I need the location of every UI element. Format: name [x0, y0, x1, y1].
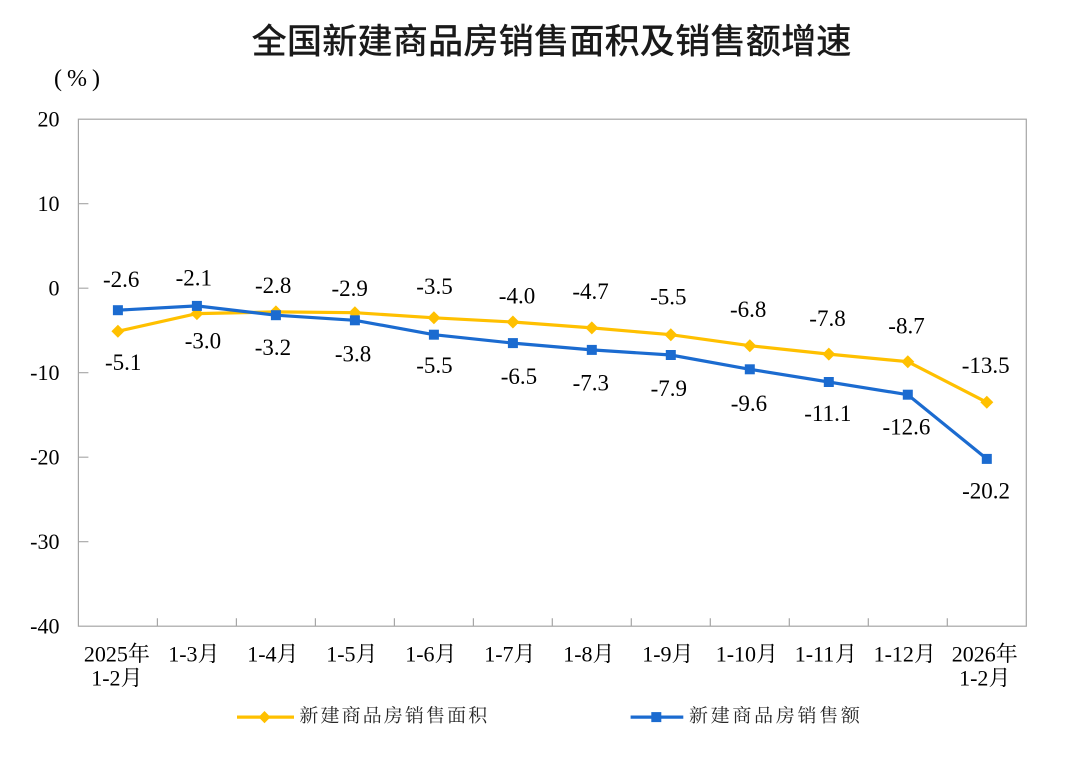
svg-text:1-11: 1-11	[795, 641, 835, 666]
svg-text:0: 0	[49, 276, 60, 301]
svg-text:-2.1: -2.1	[176, 266, 212, 291]
svg-text:-5.1: -5.1	[105, 350, 141, 375]
svg-text:-7.8: -7.8	[809, 306, 845, 331]
svg-text:1-7: 1-7	[484, 641, 513, 666]
svg-text:1-9: 1-9	[642, 641, 671, 666]
svg-text:1-2: 1-2	[91, 665, 120, 690]
svg-text:1-5: 1-5	[326, 641, 355, 666]
svg-text:-3.5: -3.5	[416, 274, 452, 299]
svg-text:-10: -10	[30, 360, 59, 385]
svg-text:-20: -20	[30, 445, 59, 470]
svg-text:-3.0: -3.0	[185, 329, 221, 354]
svg-text:(%): (%)	[54, 66, 105, 92]
svg-text:-13.5: -13.5	[962, 353, 1010, 378]
svg-text:1-10: 1-10	[716, 641, 756, 666]
svg-text:-6.8: -6.8	[730, 297, 766, 322]
svg-text:-7.3: -7.3	[573, 371, 609, 396]
svg-text:-2.6: -2.6	[103, 267, 139, 292]
svg-text:-2.8: -2.8	[255, 273, 291, 298]
svg-text:20: 20	[38, 107, 60, 132]
svg-text:1-12: 1-12	[874, 641, 914, 666]
svg-text:2026: 2026	[952, 641, 996, 666]
svg-text:1-8: 1-8	[563, 641, 592, 666]
svg-text:-3.8: -3.8	[335, 342, 371, 367]
svg-text:10: 10	[38, 191, 60, 216]
svg-text:-4.0: -4.0	[499, 284, 535, 309]
svg-text:-2.9: -2.9	[331, 276, 367, 301]
svg-text:-40: -40	[30, 614, 59, 639]
svg-text:2025: 2025	[84, 641, 128, 666]
svg-text:1-2: 1-2	[959, 665, 988, 690]
svg-text:-30: -30	[30, 529, 59, 554]
svg-text:-20.2: -20.2	[962, 479, 1010, 504]
svg-text:-3.2: -3.2	[255, 335, 291, 360]
svg-text:1-3: 1-3	[168, 641, 197, 666]
svg-text:-4.7: -4.7	[572, 279, 608, 304]
svg-text:-7.9: -7.9	[651, 376, 687, 401]
svg-text:-5.5: -5.5	[416, 353, 452, 378]
svg-text:-12.6: -12.6	[882, 414, 930, 439]
svg-text:-8.7: -8.7	[888, 313, 924, 338]
svg-text:-11.1: -11.1	[804, 401, 851, 426]
svg-text:-5.5: -5.5	[650, 285, 686, 310]
svg-text:-9.6: -9.6	[731, 391, 767, 416]
svg-text:-6.5: -6.5	[501, 364, 537, 389]
svg-text:1-6: 1-6	[405, 641, 434, 666]
svg-text:1-4: 1-4	[247, 641, 276, 666]
